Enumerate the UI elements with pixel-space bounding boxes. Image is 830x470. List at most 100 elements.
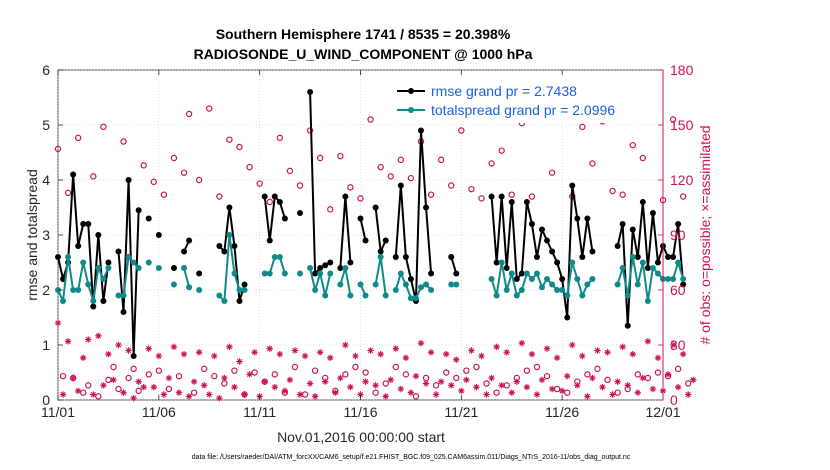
rmse-point <box>347 259 354 266</box>
possible-obs-point <box>609 187 616 195</box>
possible-obs-point <box>170 154 178 162</box>
rmse-point <box>181 248 188 255</box>
y-axis-label-left: rmse and totalspread <box>24 169 40 301</box>
assimilated-obs-point <box>246 371 253 378</box>
rmse-point <box>231 243 238 249</box>
y-right-tick-label: 30 <box>670 337 686 353</box>
x-axis-label: Nov.01,2016 00:00:00 start <box>277 429 445 445</box>
possible-obs-point <box>437 156 445 164</box>
totalspread-point <box>60 298 67 304</box>
rmse-point <box>644 265 651 271</box>
possible-obs-point <box>528 193 536 200</box>
assimilated-obs-point <box>261 378 268 385</box>
rmse-point <box>554 259 561 266</box>
assimilated-obs-point <box>498 382 505 389</box>
totalspread-point <box>418 284 424 291</box>
totalspread-point <box>423 281 430 288</box>
possible-obs-point <box>498 147 505 154</box>
rmse-point <box>377 248 384 255</box>
rmse-point <box>337 265 344 271</box>
assimilated-obs-point <box>427 349 435 356</box>
rmse-point <box>357 215 364 222</box>
possible-obs-point <box>468 185 475 193</box>
assimilated-obs-point <box>508 389 515 396</box>
possible-obs-point <box>160 191 168 198</box>
totalspread-point <box>670 276 677 282</box>
possible-obs-point <box>316 154 324 162</box>
assimilated-obs-point <box>513 378 520 385</box>
assimilated-obs-point <box>100 382 107 389</box>
rmse-point <box>196 270 203 277</box>
assimilated-obs-point <box>201 382 208 389</box>
totalspread-point <box>347 292 354 299</box>
totalspread-point <box>559 287 566 293</box>
rmse-point <box>680 281 687 288</box>
assimilated-obs-point <box>614 378 621 385</box>
legend-box <box>393 79 657 123</box>
assimilated-obs-point <box>422 380 430 387</box>
assimilated-obs-point <box>488 374 495 382</box>
rmse-point <box>281 215 288 222</box>
totalspread-point <box>70 287 77 293</box>
totalspread-point <box>614 281 621 288</box>
rmse-point <box>428 270 435 277</box>
assimilated-obs-point <box>473 383 480 391</box>
y-right-tick-label: 90 <box>670 227 686 243</box>
assimilated-obs-point <box>296 391 304 398</box>
x-tick-label: 11/21 <box>444 404 478 420</box>
rmse-point <box>488 193 495 200</box>
totalspread-point <box>665 276 672 282</box>
assimilated-obs-point <box>664 371 672 378</box>
assimilated-obs-point <box>402 354 410 362</box>
rmse-point <box>564 314 571 321</box>
assimilated-obs-point <box>105 350 112 358</box>
possible-obs-point <box>296 182 304 189</box>
possible-obs-point <box>195 176 203 184</box>
rmse-point <box>90 303 97 310</box>
assimilated-obs-point <box>503 349 510 356</box>
totalspread-point <box>125 254 132 260</box>
assimilated-obs-point <box>478 352 485 360</box>
assimilated-obs-point <box>372 382 379 389</box>
rmse-point <box>120 309 127 315</box>
legend: rmse grand pr = 2.7438 totalspread grand… <box>393 79 657 123</box>
totalspread-point <box>493 292 500 299</box>
rmse-point <box>236 298 243 304</box>
totalspread-point <box>644 298 651 304</box>
assimilated-obs-point <box>387 376 394 384</box>
possible-obs-point <box>231 367 238 374</box>
rmse-point <box>322 262 329 269</box>
totalspread-point <box>322 292 329 299</box>
totalspread-point <box>65 254 72 260</box>
rmse-point <box>574 215 581 222</box>
rmse-point <box>307 89 314 95</box>
assimilated-obs-point <box>493 343 500 351</box>
assimilated-obs-point <box>553 354 561 362</box>
totalspread-point <box>80 259 87 266</box>
assimilated-obs-point <box>483 391 490 398</box>
assimilated-obs-point <box>377 350 384 358</box>
possible-obs-point <box>201 365 208 373</box>
rmse-point <box>95 232 102 238</box>
possible-obs-point <box>397 156 405 164</box>
assimilated-obs-point <box>589 374 596 382</box>
assimilated-obs-point <box>639 374 647 382</box>
possible-obs-point <box>256 180 263 187</box>
totalspread-point <box>236 287 243 293</box>
assimilated-obs-point <box>690 376 697 384</box>
totalspread-point <box>181 265 188 271</box>
possible-obs-point <box>387 173 394 180</box>
x-tick-label: 11/01 <box>41 404 75 420</box>
assimilated-obs-point <box>266 345 273 352</box>
rmse-point <box>342 193 349 200</box>
rmse-point <box>362 237 369 244</box>
x-tick-label: 11/06 <box>142 404 176 420</box>
assimilated-obs-point <box>548 385 556 393</box>
rmse-point <box>589 248 596 255</box>
rmse-point <box>584 215 591 222</box>
assimilated-obs-point <box>206 391 213 398</box>
possible-obs-point <box>543 372 551 380</box>
totalspread-point <box>105 265 112 271</box>
possible-obs-point <box>266 198 273 206</box>
assimilated-obs-point <box>130 394 137 402</box>
